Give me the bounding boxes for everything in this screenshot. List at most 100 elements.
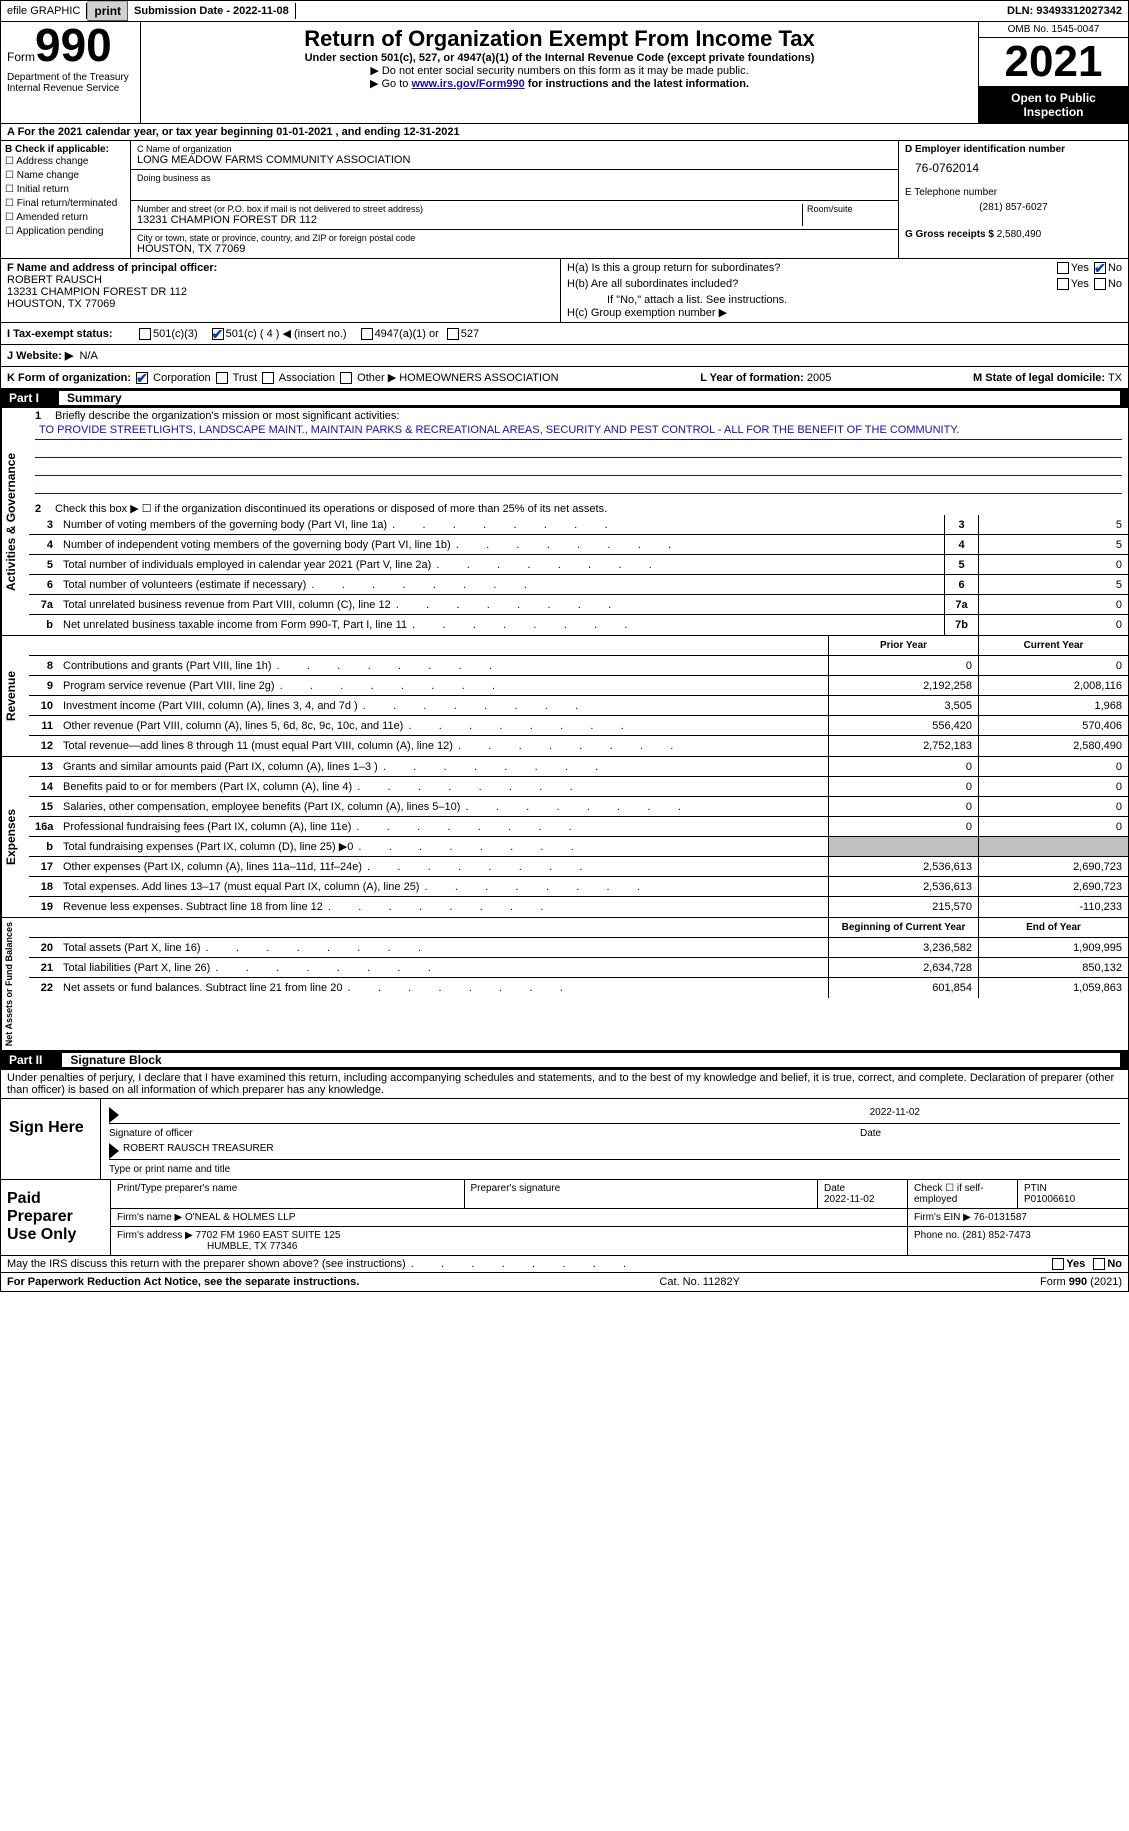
form-subtitle: Under section 501(c), 527, or 4947(a)(1)… bbox=[149, 52, 970, 64]
summary-line: bTotal fundraising expenses (Part IX, co… bbox=[29, 837, 1128, 857]
tax-exempt-status-row: I Tax-exempt status: 501(c)(3) 501(c) ( … bbox=[0, 323, 1129, 345]
org-name: LONG MEADOW FARMS COMMUNITY ASSOCIATION bbox=[137, 154, 892, 166]
summary-line: 9Program service revenue (Part VIII, lin… bbox=[29, 676, 1128, 696]
print-button[interactable]: print bbox=[87, 1, 128, 21]
mission-text: TO PROVIDE STREETLIGHTS, LANDSCAPE MAINT… bbox=[35, 422, 1122, 440]
summary-line: 3Number of voting members of the governi… bbox=[29, 515, 1128, 535]
summary-line: 15Salaries, other compensation, employee… bbox=[29, 797, 1128, 817]
check-address-change[interactable]: ☐ Address change bbox=[5, 155, 126, 169]
paid-preparer-block: Paid Preparer Use Only Print/Type prepar… bbox=[0, 1180, 1129, 1256]
ssn-note: Do not enter social security numbers on … bbox=[149, 64, 970, 77]
submission-date: Submission Date - 2022-11-08 bbox=[128, 3, 296, 19]
website-note: ▶ Go to www.irs.gov/Form990 for instruct… bbox=[149, 77, 970, 90]
summary-line: 22Net assets or fund balances. Subtract … bbox=[29, 978, 1128, 998]
firm-address: 7702 FM 1960 EAST SUITE 125 bbox=[196, 1230, 341, 1241]
summary-net-assets: Net Assets or Fund Balances Beginning of… bbox=[0, 918, 1129, 1051]
title-block: Return of Organization Exempt From Incom… bbox=[141, 22, 978, 123]
ha-no-checkbox[interactable] bbox=[1094, 262, 1106, 274]
principal-officer-block: F Name and address of principal officer:… bbox=[1, 259, 561, 322]
signature-arrow-icon bbox=[109, 1107, 119, 1123]
section-bcd: B Check if applicable: ☐ Address change … bbox=[0, 141, 1129, 259]
summary-line: bNet unrelated business taxable income f… bbox=[29, 615, 1128, 635]
perjury-declaration: Under penalties of perjury, I declare th… bbox=[0, 1070, 1129, 1099]
summary-line: 5Total number of individuals employed in… bbox=[29, 555, 1128, 575]
korg-corp-checkbox[interactable] bbox=[136, 372, 148, 384]
tax-period-row: A For the 2021 calendar year, or tax yea… bbox=[0, 124, 1129, 141]
omb-number: OMB No. 1545-0047 bbox=[979, 22, 1128, 38]
check-application-pending[interactable]: ☐ Application pending bbox=[5, 225, 126, 239]
form-number-block: Form990 Department of the Treasury Inter… bbox=[1, 22, 141, 123]
irs-link[interactable]: www.irs.gov/Form990 bbox=[411, 78, 524, 90]
summary-line: 12Total revenue—add lines 8 through 11 (… bbox=[29, 736, 1128, 756]
signature-block: Sign Here 2022-11-02 Signature of office… bbox=[0, 1099, 1129, 1180]
check-amended-return[interactable]: ☐ Amended return bbox=[5, 211, 126, 225]
form-header: Form990 Department of the Treasury Inter… bbox=[0, 22, 1129, 124]
phone-value: (281) 857-6027 bbox=[905, 198, 1122, 229]
summary-line: 13Grants and similar amounts paid (Part … bbox=[29, 757, 1128, 777]
summary-line: 16aProfessional fundraising fees (Part I… bbox=[29, 817, 1128, 837]
top-bar: efile GRAPHIC print Submission Date - 20… bbox=[0, 0, 1129, 22]
ein-phone-block: D Employer identification number 76-0762… bbox=[898, 141, 1128, 258]
gross-receipts: G Gross receipts $ 2,580,490 bbox=[905, 229, 1122, 240]
summary-line: 20Total assets (Part X, line 16)3,236,58… bbox=[29, 938, 1128, 958]
page-footer: For Paperwork Reduction Act Notice, see … bbox=[0, 1273, 1129, 1292]
summary-activities-governance: Activities & Governance 1Briefly describ… bbox=[0, 408, 1129, 636]
summary-revenue: Revenue Prior Year Current Year 8Contrib… bbox=[0, 636, 1129, 757]
dln-label: DLN: 93493312027342 bbox=[1001, 3, 1128, 19]
summary-line: 7aTotal unrelated business revenue from … bbox=[29, 595, 1128, 615]
open-public-label: Open to Public Inspection bbox=[979, 86, 1128, 123]
korg-other-checkbox[interactable] bbox=[340, 372, 352, 384]
firm-ein: 76-0131587 bbox=[974, 1212, 1027, 1223]
org-street: 13231 CHAMPION FOREST DR 112 bbox=[137, 214, 802, 226]
group-return-block: H(a) Is this a group return for subordin… bbox=[561, 259, 1128, 322]
ein-value: 76-0762014 bbox=[905, 155, 1122, 187]
summary-expenses: Expenses 13Grants and similar amounts pa… bbox=[0, 757, 1129, 918]
website-value: N/A bbox=[79, 350, 97, 362]
hb-no-checkbox[interactable] bbox=[1094, 278, 1106, 290]
discuss-no-checkbox[interactable] bbox=[1093, 1258, 1105, 1270]
korg-assoc-checkbox[interactable] bbox=[262, 372, 274, 384]
officer-name: ROBERT RAUSCH bbox=[7, 274, 554, 286]
hb-yes-checkbox[interactable] bbox=[1057, 278, 1069, 290]
summary-line: 17Other expenses (Part IX, column (A), l… bbox=[29, 857, 1128, 877]
part-2-header: Part II Signature Block bbox=[1, 1051, 1128, 1069]
org-name-address-block: C Name of organization LONG MEADOW FARMS… bbox=[131, 141, 898, 258]
check-name-change[interactable]: ☐ Name change bbox=[5, 169, 126, 183]
status-527-checkbox[interactable] bbox=[447, 328, 459, 340]
form-title: Return of Organization Exempt From Incom… bbox=[149, 26, 970, 52]
summary-line: 8Contributions and grants (Part VIII, li… bbox=[29, 656, 1128, 676]
form-number: 990 bbox=[35, 19, 112, 71]
status-501c-checkbox[interactable] bbox=[212, 328, 224, 340]
website-row: J Website: ▶ N/A bbox=[0, 345, 1129, 367]
check-final-return[interactable]: ☐ Final return/terminated bbox=[5, 197, 126, 211]
korg-trust-checkbox[interactable] bbox=[216, 372, 228, 384]
summary-line: 21Total liabilities (Part X, line 26)2,6… bbox=[29, 958, 1128, 978]
summary-line: 14Benefits paid to or for members (Part … bbox=[29, 777, 1128, 797]
status-4947-checkbox[interactable] bbox=[361, 328, 373, 340]
discuss-with-preparer-row: May the IRS discuss this return with the… bbox=[0, 1256, 1129, 1273]
name-arrow-icon bbox=[109, 1143, 119, 1159]
check-applicable-block: B Check if applicable: ☐ Address change … bbox=[1, 141, 131, 258]
discuss-yes-checkbox[interactable] bbox=[1052, 1258, 1064, 1270]
summary-line: 11Other revenue (Part VIII, column (A), … bbox=[29, 716, 1128, 736]
tax-year: 2021 bbox=[979, 38, 1128, 86]
summary-line: 4Number of independent voting members of… bbox=[29, 535, 1128, 555]
signature-date: 2022-11-02 bbox=[870, 1107, 1120, 1123]
check-initial-return[interactable]: ☐ Initial return bbox=[5, 183, 126, 197]
section-fh: F Name and address of principal officer:… bbox=[0, 259, 1129, 323]
efile-label: efile GRAPHIC bbox=[1, 3, 87, 19]
firm-name: O'NEAL & HOLMES LLP bbox=[185, 1212, 295, 1223]
summary-line: 10Investment income (Part VIII, column (… bbox=[29, 696, 1128, 716]
status-501c3-checkbox[interactable] bbox=[139, 328, 151, 340]
part-1-header: Part I Summary bbox=[1, 389, 1128, 407]
firm-phone: (281) 852-7473 bbox=[962, 1230, 1030, 1241]
ha-yes-checkbox[interactable] bbox=[1057, 262, 1069, 274]
year-box: OMB No. 1545-0047 2021 Open to Public In… bbox=[978, 22, 1128, 123]
summary-line: 19Revenue less expenses. Subtract line 1… bbox=[29, 897, 1128, 917]
summary-line: 18Total expenses. Add lines 13–17 (must … bbox=[29, 877, 1128, 897]
summary-line: 6Total number of volunteers (estimate if… bbox=[29, 575, 1128, 595]
ptin-value: P01006610 bbox=[1024, 1194, 1075, 1205]
preparer-date: 2022-11-02 bbox=[824, 1194, 874, 1205]
officer-print-name: ROBERT RAUSCH TREASURER bbox=[123, 1143, 274, 1159]
form-of-organization-row: K Form of organization: Corporation Trus… bbox=[0, 367, 1129, 389]
